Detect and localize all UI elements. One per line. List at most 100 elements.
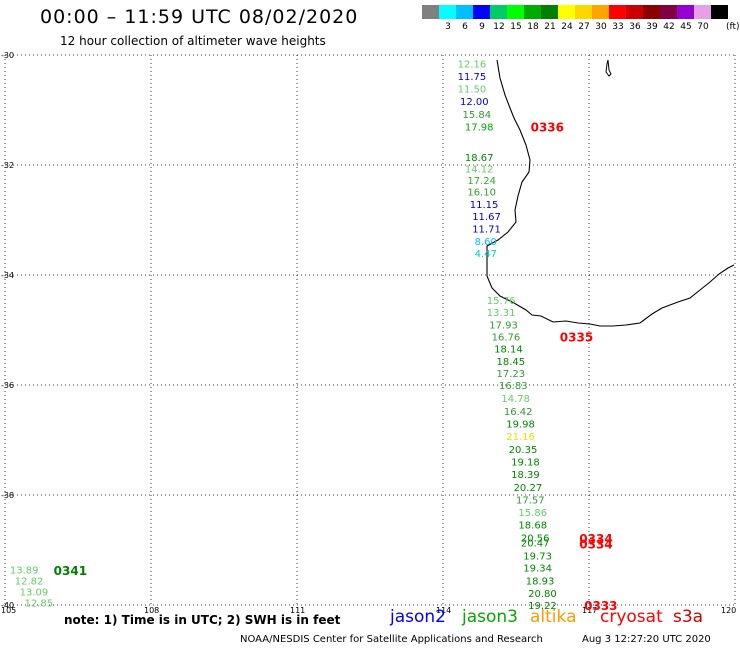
wave-height-value: 17.93 — [489, 321, 518, 332]
legend-label: 33 — [612, 22, 624, 32]
wave-height-value: 11.71 — [472, 224, 501, 235]
legend-swatch — [626, 5, 643, 19]
wave-height-value: 20.80 — [528, 589, 557, 600]
australia-coastline — [486, 59, 735, 327]
wave-height-value: 18.39 — [511, 470, 540, 481]
wave-height-value: 19.18 — [511, 457, 540, 468]
satellite-jason3: jason3 — [462, 607, 518, 627]
latitude-tick-label: -30 — [1, 51, 14, 60]
wave-height-value: 12.82 — [15, 576, 44, 587]
wave-height-value: 20.47 — [521, 538, 550, 549]
latitude-tick-label: -38 — [1, 491, 14, 500]
wave-height-value: 11.15 — [470, 200, 499, 211]
legend-label: 21 — [544, 22, 556, 32]
coastline — [486, 59, 735, 327]
legend-label: 15 — [510, 22, 522, 32]
wave-height-value: 17.57 — [516, 495, 545, 506]
legend-label: 42 — [663, 22, 675, 32]
legend-swatch — [507, 5, 524, 19]
wave-height-value: 18.68 — [518, 521, 547, 532]
wave-height-value: 12.16 — [458, 59, 487, 70]
satellite-jason2: jason2 — [390, 607, 446, 627]
wave-height-value: 11.67 — [472, 212, 501, 223]
longitude-tick-label: 111 — [290, 606, 305, 615]
longitude-tick-label: 120 — [721, 606, 736, 615]
longitude-tick-label: 114 — [436, 606, 451, 615]
legend-swatch — [711, 5, 728, 19]
latitude-tick-label: -36 — [1, 381, 14, 390]
legend-swatch — [490, 5, 507, 19]
pass-time-label: 0334 — [579, 537, 612, 551]
legend-swatch — [473, 5, 490, 19]
longitude-tick-label: 117 — [582, 606, 597, 615]
legend-swatch — [660, 5, 677, 19]
legend-label: 12 — [493, 22, 505, 32]
wave-height-value: 19.73 — [523, 552, 552, 563]
lat-lon-grid — [4, 54, 736, 606]
pass-time-label: 0341 — [54, 564, 87, 578]
footer-timestamp: Aug 3 12:27:20 UTC 2020 — [582, 634, 711, 645]
wave-height-value: 16.42 — [504, 407, 533, 418]
pass-time-label: 0334 — [579, 532, 612, 546]
wave-height-value: 16.10 — [467, 187, 496, 198]
wave-height-value: 17.24 — [467, 176, 496, 187]
wave-height-value: 18.93 — [526, 576, 555, 587]
legend-swatch — [694, 5, 711, 19]
footer-source: NOAA/NESDIS Center for Satellite Applica… — [240, 634, 543, 645]
wave-height-value: 15.84 — [462, 110, 491, 121]
wave-height-value: 13.09 — [20, 587, 49, 598]
island-outline — [605, 59, 612, 77]
legend-swatch — [592, 5, 609, 19]
latitude-tick-label: -40 — [1, 601, 14, 610]
legend-label: 70 — [697, 22, 709, 32]
wave-height-value: 14.12 — [465, 164, 494, 175]
legend-label: 27 — [578, 22, 590, 32]
wave-height-value: 16.76 — [492, 333, 521, 344]
wave-height-value: 13.31 — [487, 308, 516, 319]
latitude-tick-label: -34 — [1, 271, 14, 280]
legend-swatch — [558, 5, 575, 19]
wave-height-value: 12.85 — [24, 598, 53, 609]
legend-label: 3 — [445, 22, 451, 32]
legend-label: 24 — [561, 22, 573, 32]
wave-height-value: 18.67 — [465, 153, 494, 164]
longitude-tick-label: 108 — [144, 606, 159, 615]
satellite-s3a: s3a — [673, 607, 704, 627]
wave-height-value: 13.89 — [10, 565, 39, 576]
legend-label: 18 — [527, 22, 539, 32]
legend-swatch — [456, 5, 473, 19]
wave-height-value: 11.75 — [458, 72, 487, 83]
wave-height-value: 20.27 — [514, 483, 543, 494]
wave-height-value: 4.47 — [475, 249, 497, 260]
legend-swatch — [422, 5, 439, 19]
map-title: 00:00 – 11:59 UTC 08/02/2020 — [40, 6, 359, 28]
wave-height-value: 19.22 — [528, 601, 557, 612]
legend-swatch — [524, 5, 541, 19]
wave-height-value: 15.86 — [518, 508, 547, 519]
wave-height-value: 17.23 — [497, 369, 526, 380]
legend-label: 30 — [595, 22, 607, 32]
latitude-tick-label: -32 — [1, 161, 14, 170]
wave-height-value: 17.98 — [465, 123, 494, 134]
wave-height-value: 21.16 — [506, 432, 535, 443]
wave-height-value: 16.83 — [499, 381, 528, 392]
legend-swatch — [609, 5, 626, 19]
legend-swatch — [643, 5, 660, 19]
legend-label: 45 — [680, 22, 692, 32]
wave-height-value: 11.50 — [458, 85, 487, 96]
satellite-cryosat: cryosat — [600, 607, 663, 627]
wave-height-value: 20.56 — [521, 533, 550, 544]
pass-time-label: 0335 — [560, 331, 593, 345]
legend-swatch — [439, 5, 456, 19]
legend-unit: (ft) — [726, 22, 740, 32]
wave-height-value: 8.60 — [475, 237, 497, 248]
wave-height-value: 18.45 — [497, 357, 526, 368]
legend-label: 6 — [462, 22, 468, 32]
legend-label: 9 — [479, 22, 485, 32]
pass-time-label: 0336 — [531, 121, 564, 135]
map-subtitle: 12 hour collection of altimeter wave hei… — [60, 34, 326, 48]
